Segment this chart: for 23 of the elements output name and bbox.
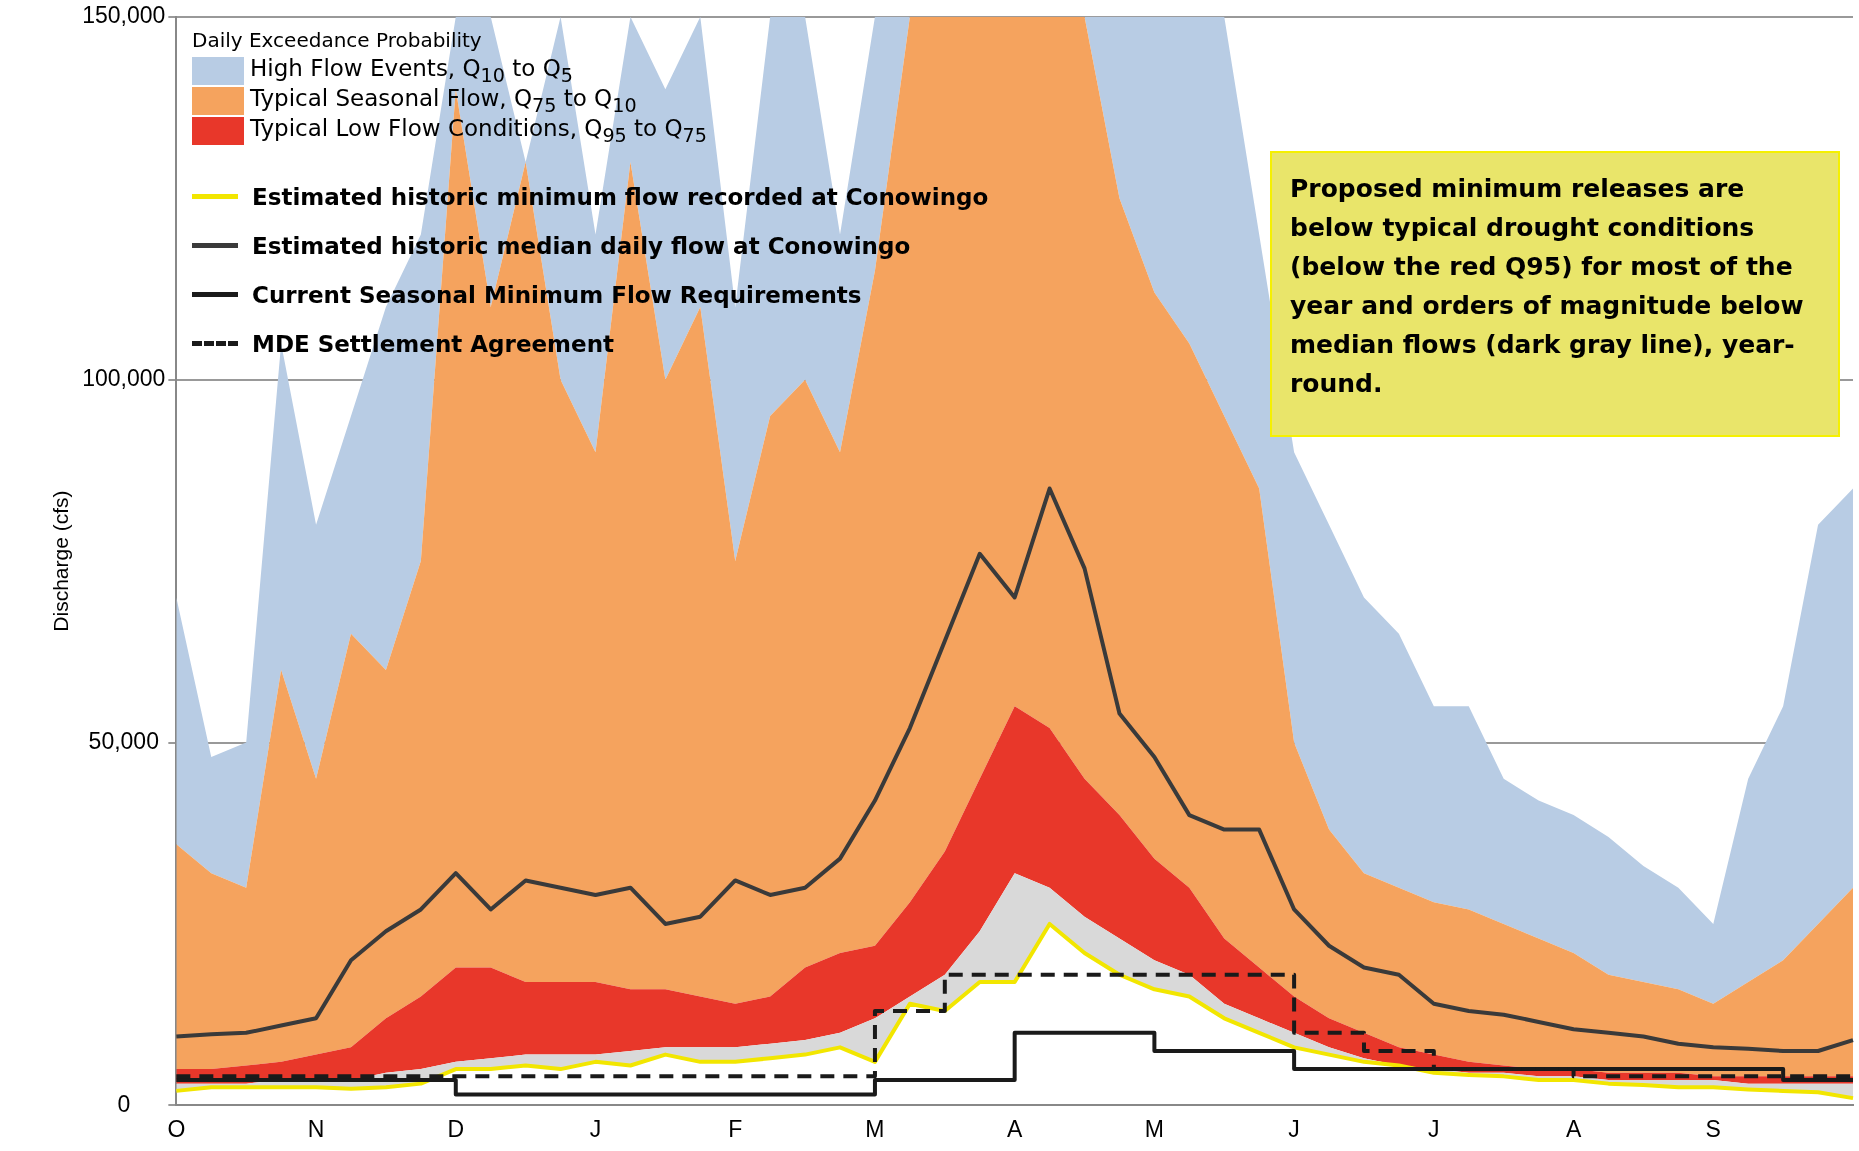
- x-tick-label: M: [865, 1115, 885, 1142]
- x-tick-label: J: [1288, 1115, 1300, 1142]
- legend-label: High Flow Events, Q$_{10}$ to Q$_{5}$: [250, 55, 574, 87]
- x-tick-label: N: [307, 1115, 325, 1142]
- y-tick-label: 100,000: [82, 365, 166, 392]
- y-tick-label: 0: [117, 1090, 131, 1117]
- text-box: Proposed minimum releases are below typical drought conditions (below the red Q95) for most of the year and orders of magnitude below median flows (dark gray line), year-round.: [1270, 151, 1840, 437]
- x-tick-label: S: [1705, 1115, 1721, 1142]
- x-tick-label: J: [1428, 1115, 1440, 1142]
- legend-title: Daily Exceedance Probability: [192, 28, 483, 52]
- y-tick-label: 50,000: [88, 727, 159, 754]
- x-tick-label: D: [447, 1115, 465, 1142]
- x-tick-label: O: [167, 1115, 186, 1142]
- x-tick-label: A: [1565, 1115, 1582, 1142]
- x-tick-label: F: [728, 1115, 743, 1142]
- x-tick-label: M: [1144, 1115, 1164, 1142]
- legend-label: Typical Seasonal Flow, Q$_{75}$ to Q$_{10}$: [250, 85, 637, 117]
- annotation: Proposed minimum releases are below typical drought conditions (below the red Q95) for most of the year and orders of magnitude below median flows (dark gray line), year-round.: [1290, 173, 1805, 400]
- y-tick-label: 150,000: [82, 2, 166, 29]
- x-tick-label: J: [589, 1115, 602, 1142]
- x-tick-label: A: [1007, 1115, 1023, 1142]
- legend-label: MDE Settlement Agreement: [252, 330, 615, 357]
- y-axis-title: Discharge (cfs): [49, 490, 73, 632]
